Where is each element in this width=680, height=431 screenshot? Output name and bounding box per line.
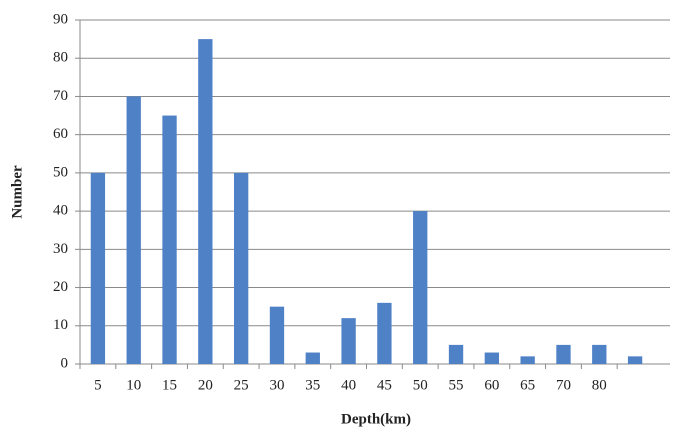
y-tick-label: 20 bbox=[53, 279, 68, 295]
bar bbox=[127, 96, 141, 364]
x-tick-label: 20 bbox=[198, 377, 213, 393]
x-tick-label: 70 bbox=[556, 377, 571, 393]
x-tick-label: 35 bbox=[305, 377, 320, 393]
bar bbox=[377, 303, 391, 364]
bar bbox=[162, 116, 176, 364]
y-tick-label: 50 bbox=[53, 164, 68, 180]
chart: Depth(km) Number 0 10 20 30 40 50 60 70 80 90 5 10 1… bbox=[0, 0, 680, 431]
x-tick-label: 30 bbox=[269, 377, 284, 393]
x-tick-label: 10 bbox=[126, 377, 141, 393]
x-tick-label: 80 bbox=[592, 377, 607, 393]
x-tick-label: 50 bbox=[413, 377, 428, 393]
x-tick-label: 55 bbox=[449, 377, 464, 393]
y-tick-label: 80 bbox=[53, 50, 68, 66]
x-tick-label: 40 bbox=[341, 377, 356, 393]
bar bbox=[592, 345, 606, 364]
bar bbox=[449, 345, 463, 364]
y-tick-label: 10 bbox=[53, 317, 68, 333]
bar bbox=[270, 307, 284, 364]
y-tick-label: 0 bbox=[61, 355, 69, 371]
x-tick-label: 5 bbox=[94, 377, 102, 393]
bar bbox=[520, 356, 534, 364]
y-axis-title: Number bbox=[9, 165, 25, 219]
y-tick-label: 70 bbox=[53, 88, 68, 104]
y-tick-label: 90 bbox=[53, 11, 68, 27]
x-axis-title: Depth(km) bbox=[341, 411, 411, 427]
y-tick-label: 60 bbox=[53, 126, 68, 142]
bar bbox=[234, 173, 248, 364]
bar bbox=[198, 39, 212, 364]
x-tick-label: 65 bbox=[520, 377, 535, 393]
bar bbox=[628, 356, 642, 364]
bar bbox=[341, 318, 355, 364]
x-tick-label: 15 bbox=[162, 377, 177, 393]
x-tick-label: 25 bbox=[234, 377, 249, 393]
bar bbox=[556, 345, 570, 364]
bar bbox=[485, 353, 499, 364]
x-tick-label: 45 bbox=[377, 377, 392, 393]
bar bbox=[306, 353, 320, 364]
y-tick-label: 40 bbox=[53, 203, 68, 219]
bar bbox=[91, 173, 105, 364]
y-tick-label: 30 bbox=[53, 241, 68, 257]
x-tick-label: 60 bbox=[484, 377, 499, 393]
bar bbox=[413, 211, 427, 364]
